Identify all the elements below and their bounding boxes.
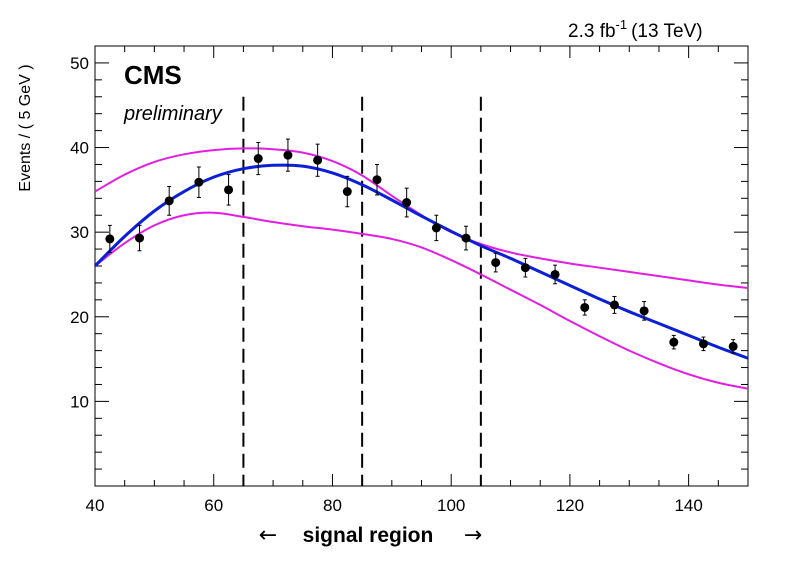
data-point: [253, 141, 263, 176]
y-tick-label: 50: [70, 54, 89, 73]
data-marker: [669, 337, 679, 347]
data-marker: [580, 302, 590, 312]
data-marker: [609, 300, 619, 310]
data-point: [491, 252, 501, 273]
data-point: [728, 339, 738, 354]
data-marker: [639, 306, 649, 316]
data-marker: [283, 150, 293, 160]
experiment-label: CMS: [124, 60, 182, 90]
data-point: [402, 187, 412, 218]
y-tick-label: 40: [70, 139, 89, 158]
data-point: [283, 138, 293, 172]
data-point: [669, 334, 679, 350]
data-point: [135, 224, 145, 252]
y-tick-label: 20: [70, 308, 89, 327]
luminosity-value: 2.3 fb: [568, 21, 616, 42]
data-marker: [224, 185, 234, 195]
data-point: [431, 214, 441, 242]
y-axis-label: Events / ( 5 GeV ): [17, 64, 34, 191]
x-tick-label: 140: [674, 496, 702, 515]
data-point: [580, 299, 590, 316]
x-axis-arrow-right: →: [464, 523, 482, 548]
data-point: [461, 225, 471, 251]
luminosity-energy: (13 TeV): [631, 21, 702, 42]
band-upper-line: [94, 147, 749, 289]
data-marker: [194, 177, 204, 187]
luminosity-label: 2.3 fb-1 (13 TeV): [568, 17, 703, 42]
status-label: preliminary: [123, 103, 223, 125]
data-marker: [342, 187, 352, 197]
data-point: [639, 301, 649, 321]
data-marker: [431, 223, 441, 233]
data-marker: [728, 341, 738, 351]
data-point: [164, 185, 174, 216]
data-marker: [491, 258, 501, 268]
x-tick-label: 40: [86, 496, 105, 515]
data-point: [698, 336, 708, 352]
y-tick-label: 30: [70, 223, 89, 242]
data-point: [224, 174, 234, 206]
x-axis-arrow-left: ←: [259, 523, 277, 548]
data-marker: [313, 155, 323, 165]
band-lower-line: [94, 211, 749, 390]
data-marker: [461, 233, 471, 243]
data-point: [105, 224, 115, 253]
data-marker: [698, 339, 708, 349]
y-tick-label: 10: [70, 392, 89, 411]
x-tick-label: 100: [437, 496, 465, 515]
data-marker: [164, 196, 174, 206]
data-point: [194, 166, 204, 198]
data-marker: [550, 269, 560, 279]
data-marker: [105, 234, 115, 244]
data-marker: [402, 198, 412, 208]
x-axis-label: signal region: [303, 524, 434, 547]
data-marker: [135, 233, 145, 243]
x-axis-title: ← signal region →: [259, 523, 482, 548]
data-point: [520, 257, 530, 278]
luminosity-exponent: -1: [616, 17, 628, 32]
data-marker: [520, 263, 530, 273]
data-point: [342, 175, 352, 208]
x-tick-label: 60: [204, 496, 223, 515]
data-point: [372, 163, 382, 196]
data-point: [550, 264, 560, 285]
x-tick-label: 120: [556, 496, 584, 515]
data-marker: [253, 154, 263, 164]
data-point: [313, 143, 323, 177]
fit-curve: [93, 163, 749, 360]
x-tick-label: 80: [323, 496, 342, 515]
data-point: [609, 295, 619, 314]
data-marker: [372, 175, 382, 185]
